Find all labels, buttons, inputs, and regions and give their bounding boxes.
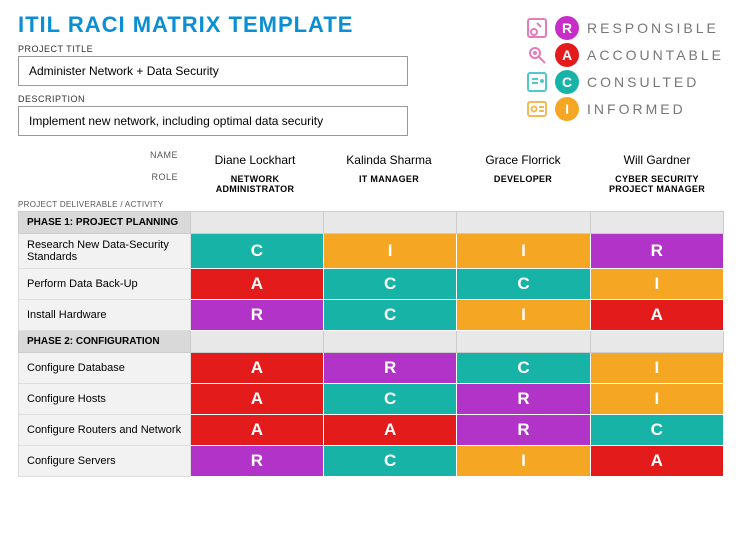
raci-cell-c: C bbox=[457, 353, 590, 384]
project-title-value: Administer Network + Data Security bbox=[18, 56, 408, 86]
phase-label: PHASE 2: CONFIGURATION bbox=[19, 331, 191, 353]
legend-circle-i: I bbox=[555, 97, 579, 121]
legend-row: I INFORMED bbox=[525, 97, 724, 121]
legend-circle-c: C bbox=[555, 70, 579, 94]
raci-cell-c: C bbox=[190, 234, 323, 269]
raci-cell-i: I bbox=[590, 269, 723, 300]
consulted-icon bbox=[525, 70, 549, 94]
raci-cell-r: R bbox=[190, 446, 323, 477]
raci-cell-c: C bbox=[324, 300, 457, 331]
legend-row: A ACCOUNTABLE bbox=[525, 43, 724, 67]
legend-label: INFORMED bbox=[587, 101, 686, 117]
activity-row: Configure DatabaseARCI bbox=[19, 353, 724, 384]
responsible-icon bbox=[525, 16, 549, 40]
activity-label: Configure Servers bbox=[19, 446, 191, 477]
activity-row: Configure Routers and NetworkAARC bbox=[19, 415, 724, 446]
raci-cell-r: R bbox=[457, 415, 590, 446]
raci-cell-r: R bbox=[457, 384, 590, 415]
raci-cell-c: C bbox=[324, 384, 457, 415]
legend-circle-r: R bbox=[555, 16, 579, 40]
raci-cell-r: R bbox=[324, 353, 457, 384]
raci-cell-i: I bbox=[457, 300, 590, 331]
raci-cell-c: C bbox=[590, 415, 723, 446]
project-title-label: PROJECT TITLE bbox=[18, 44, 525, 54]
page-title: ITIL RACI MATRIX TEMPLATE bbox=[18, 12, 525, 38]
raci-cell-a: A bbox=[190, 353, 323, 384]
activity-label: Configure Database bbox=[19, 353, 191, 384]
phase-empty-cell bbox=[457, 331, 590, 353]
legend-row: R RESPONSIBLE bbox=[525, 16, 724, 40]
person-name: Grace Florrick bbox=[456, 150, 590, 170]
name-row-label: NAME bbox=[18, 150, 188, 170]
role-row-label: ROLE bbox=[18, 172, 188, 196]
description-label: DESCRIPTION bbox=[18, 94, 525, 104]
person-role: DEVELOPER bbox=[456, 172, 590, 196]
activity-row: Perform Data Back-UpACCI bbox=[19, 269, 724, 300]
raci-cell-i: I bbox=[457, 234, 590, 269]
phase-empty-cell bbox=[457, 212, 590, 234]
raci-cell-c: C bbox=[324, 446, 457, 477]
raci-cell-a: A bbox=[590, 446, 723, 477]
activity-row: Install HardwareRCIA bbox=[19, 300, 724, 331]
raci-cell-a: A bbox=[590, 300, 723, 331]
activity-label: Research New Data-Security Standards bbox=[19, 234, 191, 269]
accountable-icon bbox=[525, 43, 549, 67]
person-role: CYBER SECURITY PROJECT MANAGER bbox=[590, 172, 724, 196]
activity-label: Perform Data Back-Up bbox=[19, 269, 191, 300]
phase-empty-cell bbox=[590, 331, 723, 353]
person-name: Kalinda Sharma bbox=[322, 150, 456, 170]
activity-row: Configure ServersRCIA bbox=[19, 446, 724, 477]
informed-icon bbox=[525, 97, 549, 121]
raci-cell-a: A bbox=[190, 415, 323, 446]
phase-empty-cell bbox=[324, 331, 457, 353]
legend-circle-a: A bbox=[555, 43, 579, 67]
raci-cell-r: R bbox=[190, 300, 323, 331]
legend-label: RESPONSIBLE bbox=[587, 20, 719, 36]
person-name: Will Gardner bbox=[590, 150, 724, 170]
legend-label: ACCOUNTABLE bbox=[587, 47, 724, 63]
phase-empty-cell bbox=[324, 212, 457, 234]
person-role: IT MANAGER bbox=[322, 172, 456, 196]
person-role: NETWORK ADMINISTRATOR bbox=[188, 172, 322, 196]
phase-empty-cell bbox=[190, 212, 323, 234]
raci-cell-a: A bbox=[190, 269, 323, 300]
legend-label: CONSULTED bbox=[587, 74, 699, 90]
phase-label: PHASE 1: PROJECT PLANNING bbox=[19, 212, 191, 234]
raci-cell-i: I bbox=[457, 446, 590, 477]
legend-row: C CONSULTED bbox=[525, 70, 724, 94]
person-name: Diane Lockhart bbox=[188, 150, 322, 170]
raci-legend: R RESPONSIBLE A ACCOUNTABLE C CONSULTED I INFOR… bbox=[525, 12, 724, 144]
raci-cell-i: I bbox=[324, 234, 457, 269]
raci-cell-i: I bbox=[590, 353, 723, 384]
activity-label: Configure Routers and Network bbox=[19, 415, 191, 446]
activity-row: Configure HostsACRI bbox=[19, 384, 724, 415]
description-value: Implement new network, including optimal… bbox=[18, 106, 408, 136]
raci-cell-c: C bbox=[457, 269, 590, 300]
activity-label: Configure Hosts bbox=[19, 384, 191, 415]
phase-empty-cell bbox=[590, 212, 723, 234]
raci-cell-r: R bbox=[590, 234, 723, 269]
activity-label: Install Hardware bbox=[19, 300, 191, 331]
project-deliverable-label: PROJECT DELIVERABLE / ACTIVITY bbox=[18, 200, 724, 209]
raci-matrix: PHASE 1: PROJECT PLANNINGResearch New Da… bbox=[18, 211, 724, 477]
raci-cell-c: C bbox=[324, 269, 457, 300]
phase-header-row: PHASE 1: PROJECT PLANNING bbox=[19, 212, 724, 234]
activity-row: Research New Data-Security StandardsCIIR bbox=[19, 234, 724, 269]
raci-cell-a: A bbox=[190, 384, 323, 415]
raci-cell-a: A bbox=[324, 415, 457, 446]
phase-header-row: PHASE 2: CONFIGURATION bbox=[19, 331, 724, 353]
raci-cell-i: I bbox=[590, 384, 723, 415]
phase-empty-cell bbox=[190, 331, 323, 353]
